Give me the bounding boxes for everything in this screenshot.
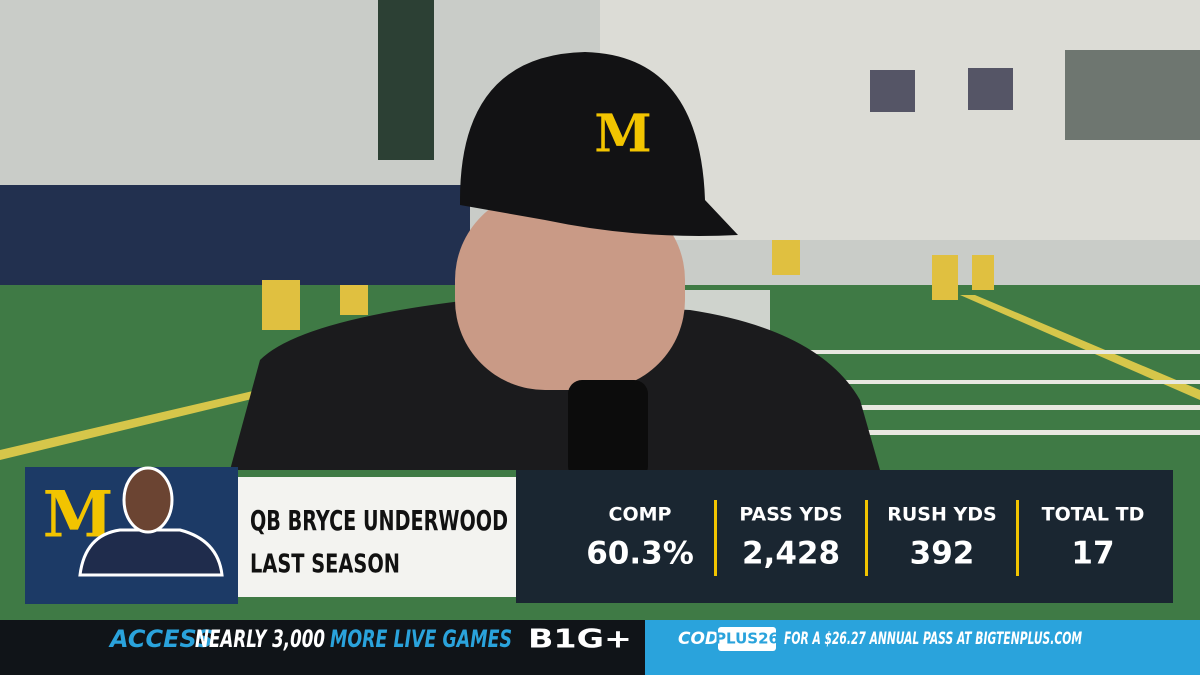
code-box (718, 627, 776, 651)
player-head (122, 466, 174, 534)
ticker-count: NEARLY 3,000 (195, 625, 325, 653)
player-photo (78, 528, 224, 577)
stat-value: 392 (910, 536, 975, 572)
window (870, 70, 915, 112)
name-panel (238, 477, 516, 597)
stat-divider (865, 500, 868, 576)
stat-value: 60.3% (586, 536, 694, 572)
ticker-offer: FOR A $26.27 ANNUAL PASS AT BIGTENPLUS.C… (784, 629, 1082, 649)
ticker-more: MORE LIVE GAMES (330, 625, 512, 653)
field-line (960, 295, 1200, 400)
ticker-code-label: CODE (678, 629, 731, 649)
window (968, 68, 1013, 110)
stat-label: PASS YDS (739, 504, 842, 526)
face (455, 190, 685, 390)
cap-logo: M (594, 104, 652, 165)
stat-label: TOTAL TD (1042, 504, 1145, 526)
stat-label: COMP (609, 504, 672, 526)
stats-panel (516, 470, 1173, 603)
yard-lines (800, 350, 1200, 435)
stat-divider (1016, 500, 1019, 576)
ticker-access: ACCESS (108, 625, 213, 653)
field-line (0, 380, 310, 460)
stat-value: 17 (1071, 536, 1114, 572)
window (1065, 50, 1200, 140)
stat-value: 2,428 (742, 536, 840, 572)
cap (460, 52, 738, 236)
ticker-code: PLUS26 (715, 630, 779, 648)
stat-divider (714, 500, 717, 576)
players (262, 240, 994, 330)
subtitle: LAST SEASON (250, 550, 400, 580)
microphone (568, 380, 648, 480)
stat-label: RUSH YDS (887, 504, 996, 526)
ticker-left (0, 620, 645, 675)
player-name: QB BRYCE UNDERWOOD (250, 504, 508, 537)
screen (378, 0, 434, 160)
ticker-brand: B1G+ (528, 625, 632, 655)
